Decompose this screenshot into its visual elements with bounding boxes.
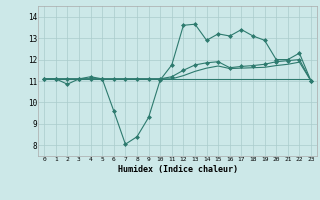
X-axis label: Humidex (Indice chaleur): Humidex (Indice chaleur) bbox=[118, 165, 238, 174]
